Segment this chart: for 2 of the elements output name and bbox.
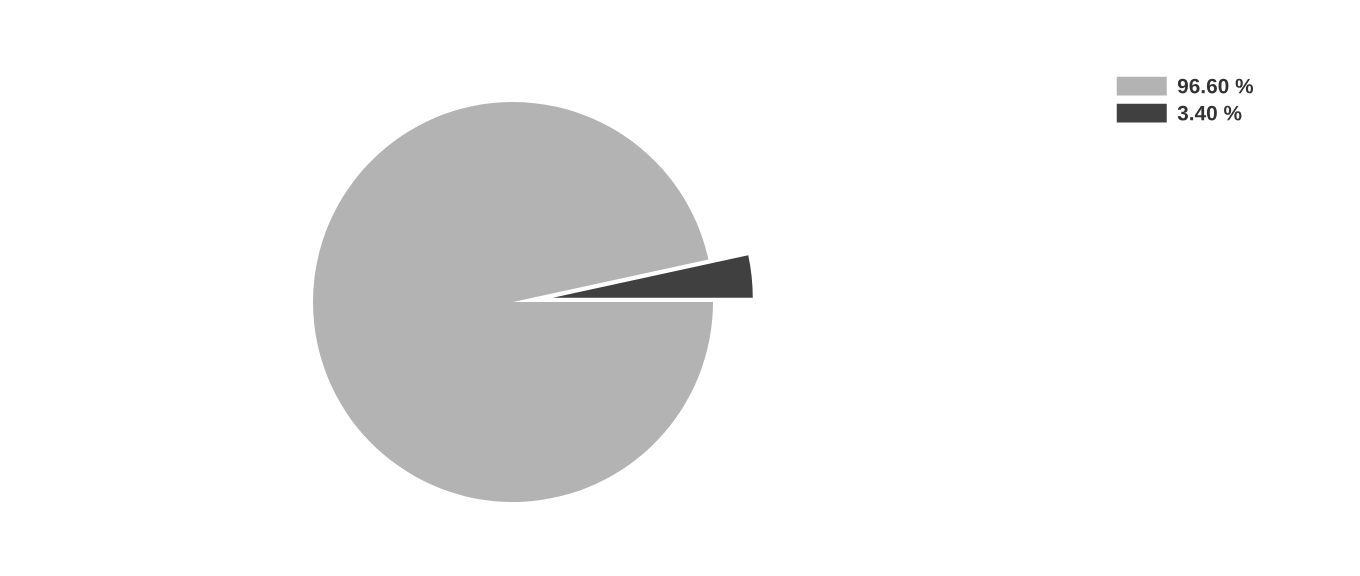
legend-label: 96.60 % [1177, 78, 1254, 94]
legend-label: 3.40 % [1177, 105, 1242, 121]
